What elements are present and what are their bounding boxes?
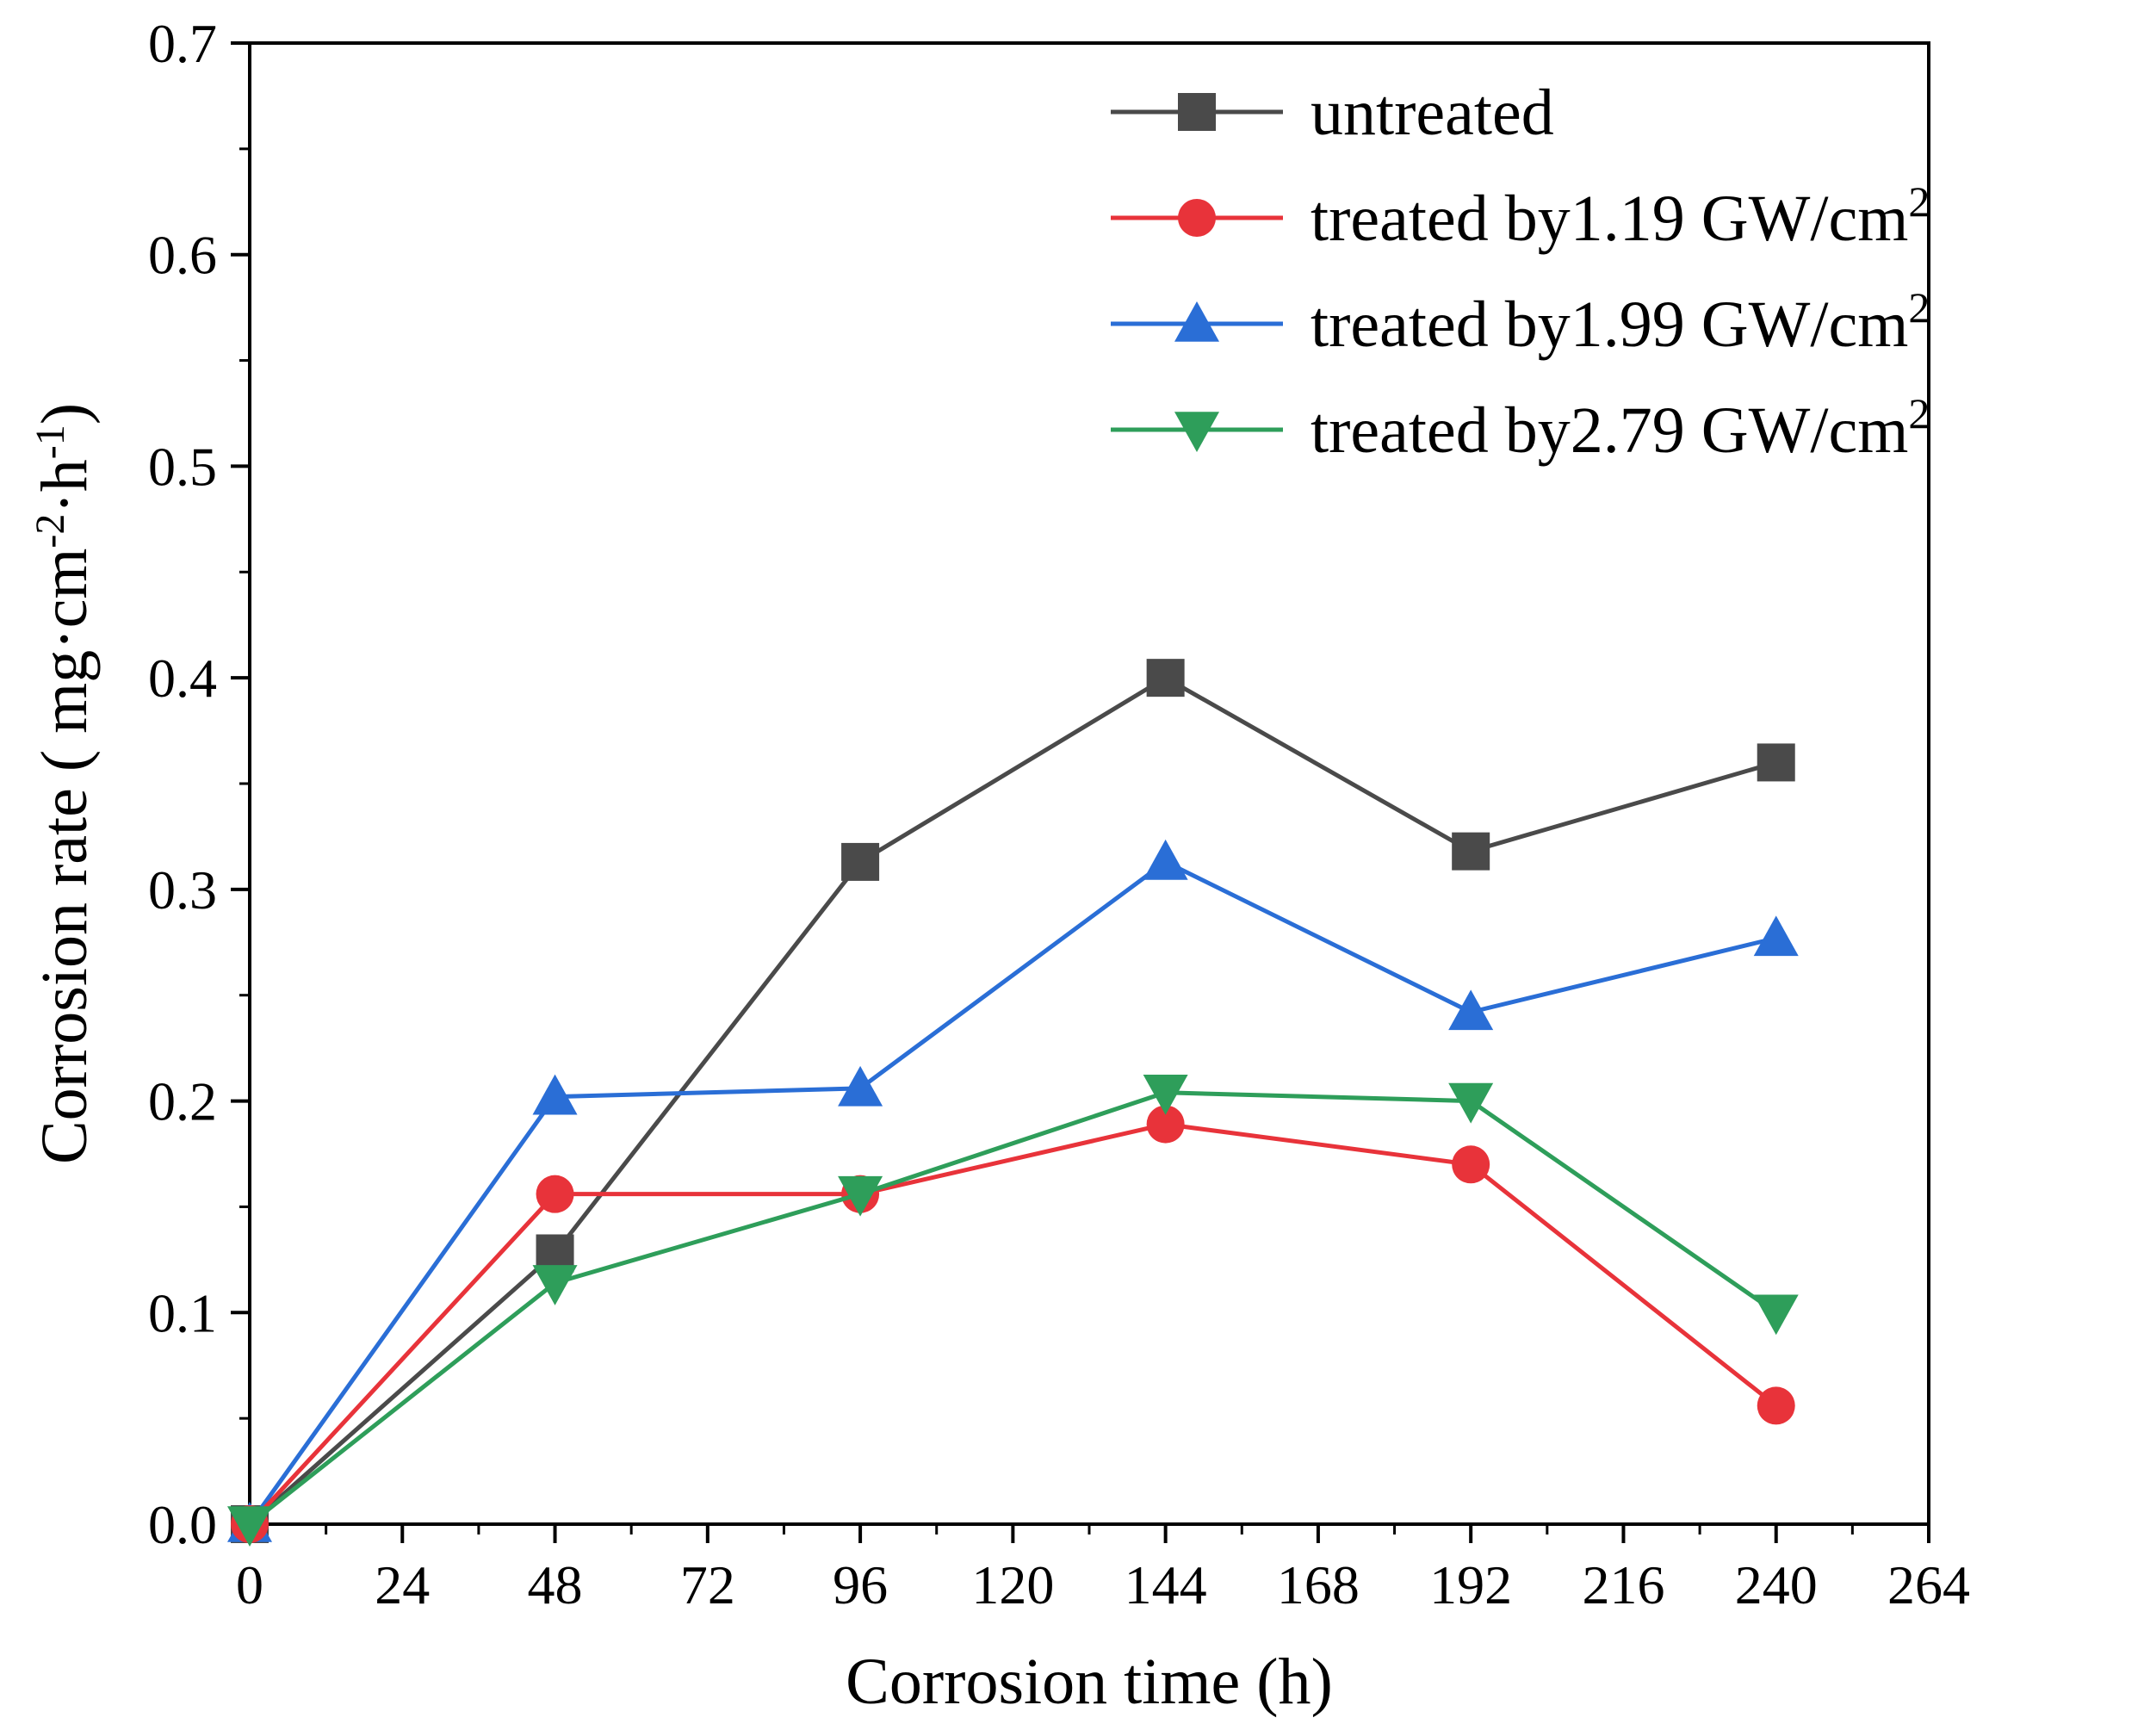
x-tick-label: 24	[375, 1554, 430, 1615]
data-point-circle	[1146, 1105, 1185, 1144]
y-tick-label: 0.6	[148, 225, 217, 286]
x-tick-label: 168	[1277, 1554, 1360, 1615]
legend-item: treated by1.19 GW/cm2	[1111, 177, 1930, 255]
data-point-triangle-up	[1753, 915, 1799, 957]
x-tick-label: 264	[1887, 1554, 1970, 1615]
series-3	[227, 839, 1799, 1542]
legend-item: treated by1.99 GW/cm2	[1111, 283, 1930, 361]
legend-marker	[1174, 412, 1219, 452]
legend-marker	[1178, 93, 1216, 131]
series-line	[248, 1090, 1778, 1526]
data-point-triangle-up	[1448, 989, 1494, 1031]
y-axis-title-main: Corrosion rate ( mg·cm	[28, 549, 101, 1164]
legend-label-main: treated by2.79 GW/cm	[1311, 394, 1908, 467]
y-tick-label: 0.1	[148, 1282, 217, 1343]
data-point-triangle-up	[838, 1065, 883, 1107]
x-axis-ticks: 0 24 48 72 96 120 144 168 192 216 240 264	[236, 1524, 1970, 1615]
series-layer	[227, 659, 1799, 1547]
data-point-square	[841, 842, 880, 881]
y-axis-title-sup2: -1	[28, 425, 73, 459]
x-tick-label: 96	[833, 1554, 888, 1615]
series-4	[227, 1074, 1799, 1547]
legend-label-sup: 2	[1908, 283, 1930, 332]
data-point-triangle-down	[1753, 1294, 1799, 1336]
data-point-circle	[1452, 1145, 1490, 1184]
y-axis-title: Corrosion rate ( mg·cm-2·h-1)	[28, 403, 102, 1164]
series-line	[248, 675, 1777, 1526]
series-line	[248, 1122, 1778, 1526]
x-tick-label: 48	[528, 1554, 583, 1615]
x-tick-label: 192	[1429, 1554, 1512, 1615]
x-tick-label: 0	[236, 1554, 263, 1615]
x-axis-title: Corrosion time (h)	[846, 1646, 1333, 1718]
series-line	[247, 859, 1777, 1526]
y-tick-label: 0.5	[148, 436, 217, 497]
legend-label-sup: 2	[1908, 389, 1930, 437]
data-point-square	[1452, 832, 1490, 871]
x-tick-label: 144	[1125, 1554, 1207, 1615]
y-tick-label: 0.2	[148, 1071, 217, 1132]
y-tick-label: 0.7	[148, 13, 217, 74]
legend-item: untreated	[1111, 77, 1554, 149]
y-tick-label: 0.3	[148, 859, 217, 921]
data-point-triangle-down	[1143, 1074, 1188, 1115]
y-axis-title-mid: ·h	[28, 459, 101, 513]
legend-label: treated by2.79 GW/cm2	[1311, 389, 1930, 467]
data-point-triangle-down	[227, 1506, 272, 1547]
legend-marker	[1174, 301, 1219, 342]
legend-label: untreated	[1311, 77, 1554, 149]
data-point-square	[1146, 659, 1185, 698]
data-point-circle	[536, 1175, 574, 1213]
data-point-circle	[1757, 1386, 1795, 1425]
y-tick-label: 0.4	[148, 648, 217, 709]
data-point-triangle-down	[1448, 1082, 1494, 1124]
legend-label-main: treated by1.19 GW/cm	[1311, 183, 1908, 255]
data-point-triangle-down	[532, 1265, 578, 1305]
data-point-triangle-up	[1143, 839, 1188, 880]
x-tick-label: 216	[1582, 1554, 1664, 1615]
y-axis-title-end: )	[28, 403, 101, 425]
legend-label-main: treated by1.99 GW/cm	[1311, 288, 1908, 361]
legend-label: treated by1.99 GW/cm2	[1311, 283, 1930, 361]
x-tick-label: 120	[971, 1554, 1054, 1615]
data-point-triangle-up	[532, 1074, 578, 1115]
series-2	[231, 1105, 1795, 1543]
y-axis-title-sup1: -2	[28, 514, 73, 549]
data-point-triangle-down	[838, 1175, 883, 1217]
legend-marker	[1178, 199, 1216, 237]
x-tick-label: 240	[1735, 1554, 1818, 1615]
legend-item: treated by2.79 GW/cm2	[1111, 389, 1930, 467]
legend-label: treated by1.19 GW/cm2	[1311, 177, 1930, 255]
y-axis-ticks: 0.0 0.1 0.2 0.3 0.4 0.5 0.6 0.7	[148, 13, 250, 1555]
series-1	[231, 659, 1795, 1543]
y-tick-label: 0.0	[148, 1494, 217, 1555]
legend-label-main: untreated	[1311, 77, 1554, 149]
legend-label-sup: 2	[1908, 177, 1930, 226]
x-tick-label: 72	[680, 1554, 735, 1615]
data-point-square	[1757, 743, 1795, 782]
